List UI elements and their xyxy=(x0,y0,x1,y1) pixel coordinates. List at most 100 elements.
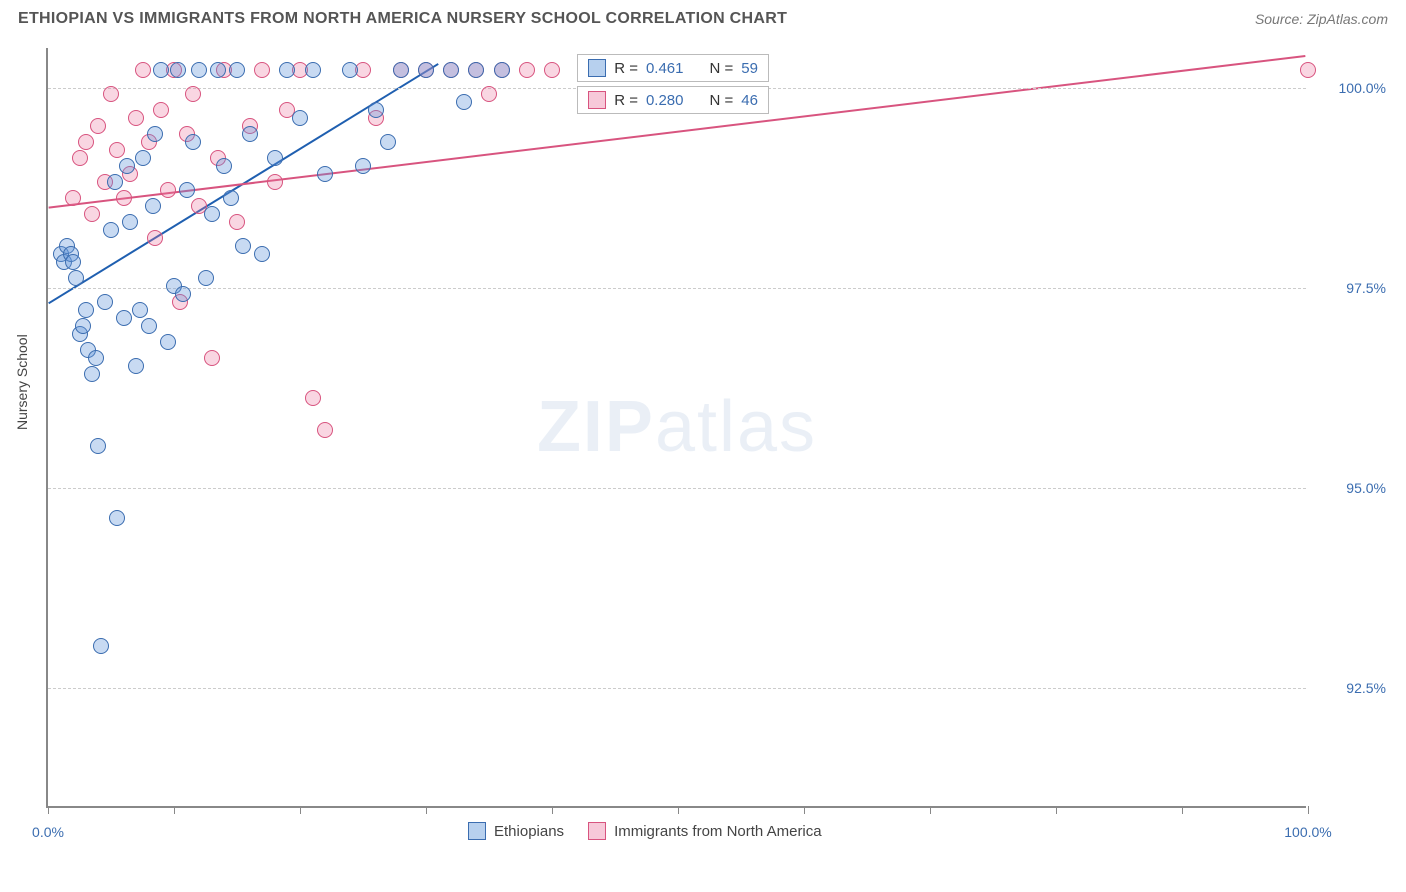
x-tick xyxy=(1056,806,1057,814)
data-point xyxy=(468,62,484,78)
data-point xyxy=(342,62,358,78)
data-point xyxy=(116,190,132,206)
data-point xyxy=(418,62,434,78)
data-point xyxy=(160,182,176,198)
data-point xyxy=(210,62,226,78)
data-point xyxy=(216,158,232,174)
x-tick xyxy=(174,806,175,814)
data-point xyxy=(109,510,125,526)
chart-header: ETHIOPIAN VS IMMIGRANTS FROM NORTH AMERI… xyxy=(0,0,1406,34)
gridline xyxy=(48,688,1306,689)
legend-swatch xyxy=(588,91,606,109)
data-point xyxy=(204,350,220,366)
chart-source: Source: ZipAtlas.com xyxy=(1255,11,1388,27)
stats-legend-row: R = 0.280 N = 46 xyxy=(577,86,769,114)
data-point xyxy=(198,270,214,286)
x-tick xyxy=(48,806,49,814)
data-point xyxy=(141,318,157,334)
legend-swatch xyxy=(588,822,606,840)
data-point xyxy=(132,302,148,318)
gridline xyxy=(48,288,1306,289)
data-point xyxy=(544,62,560,78)
r-value: 0.461 xyxy=(646,60,684,77)
x-tick xyxy=(426,806,427,814)
data-point xyxy=(93,638,109,654)
data-point xyxy=(128,110,144,126)
data-point xyxy=(135,62,151,78)
data-point xyxy=(78,302,94,318)
data-point xyxy=(229,62,245,78)
data-point xyxy=(317,166,333,182)
data-point xyxy=(267,150,283,166)
data-point xyxy=(128,358,144,374)
legend-label: Ethiopians xyxy=(494,823,564,840)
data-point xyxy=(78,134,94,150)
data-point xyxy=(122,214,138,230)
y-axis-label: Nursery School xyxy=(14,334,30,430)
data-point xyxy=(179,182,195,198)
data-point xyxy=(254,62,270,78)
data-point xyxy=(305,390,321,406)
data-point xyxy=(393,62,409,78)
data-point xyxy=(305,62,321,78)
data-point xyxy=(147,126,163,142)
data-point xyxy=(292,110,308,126)
data-point xyxy=(494,62,510,78)
data-point xyxy=(355,158,371,174)
gridline xyxy=(48,488,1306,489)
data-point xyxy=(456,94,472,110)
y-tick-label: 95.0% xyxy=(1316,480,1386,496)
x-tick xyxy=(300,806,301,814)
chart-title: ETHIOPIAN VS IMMIGRANTS FROM NORTH AMERI… xyxy=(18,10,787,28)
x-tick-label: 100.0% xyxy=(1284,824,1331,840)
data-point xyxy=(153,102,169,118)
data-point xyxy=(72,150,88,166)
n-value: 46 xyxy=(741,92,758,109)
r-label: R = xyxy=(614,92,638,109)
data-point xyxy=(103,222,119,238)
data-point xyxy=(116,310,132,326)
data-point xyxy=(481,86,497,102)
n-label: N = xyxy=(710,92,734,109)
data-point xyxy=(109,142,125,158)
data-point xyxy=(135,150,151,166)
data-point xyxy=(90,438,106,454)
data-point xyxy=(267,174,283,190)
x-tick xyxy=(552,806,553,814)
r-label: R = xyxy=(614,60,638,77)
legend-swatch xyxy=(588,59,606,77)
y-tick-label: 97.5% xyxy=(1316,280,1386,296)
data-point xyxy=(254,246,270,262)
r-value: 0.280 xyxy=(646,92,684,109)
data-point xyxy=(75,318,91,334)
data-point xyxy=(84,366,100,382)
data-point xyxy=(153,62,169,78)
data-point xyxy=(204,206,220,222)
x-tick-label: 0.0% xyxy=(32,824,64,840)
data-point xyxy=(119,158,135,174)
trend-lines xyxy=(48,48,1306,806)
data-point xyxy=(519,62,535,78)
data-point xyxy=(107,174,123,190)
y-tick-label: 100.0% xyxy=(1316,80,1386,96)
x-tick xyxy=(678,806,679,814)
data-point xyxy=(170,62,186,78)
legend-item: Immigrants from North America xyxy=(588,822,822,840)
x-tick xyxy=(804,806,805,814)
legend-item: Ethiopians xyxy=(468,822,564,840)
scatter-plot: ZIPatlas 92.5%95.0%97.5%100.0%0.0%100.0%… xyxy=(46,48,1306,808)
series-legend: Ethiopians Immigrants from North America xyxy=(468,822,822,840)
data-point xyxy=(84,206,100,222)
data-point xyxy=(175,286,191,302)
data-point xyxy=(1300,62,1316,78)
legend-label: Immigrants from North America xyxy=(614,823,822,840)
data-point xyxy=(229,214,245,230)
watermark: ZIPatlas xyxy=(537,386,817,468)
data-point xyxy=(68,270,84,286)
data-point xyxy=(185,86,201,102)
data-point xyxy=(223,190,239,206)
data-point xyxy=(317,422,333,438)
x-tick xyxy=(930,806,931,814)
x-tick xyxy=(1182,806,1183,814)
data-point xyxy=(185,134,201,150)
